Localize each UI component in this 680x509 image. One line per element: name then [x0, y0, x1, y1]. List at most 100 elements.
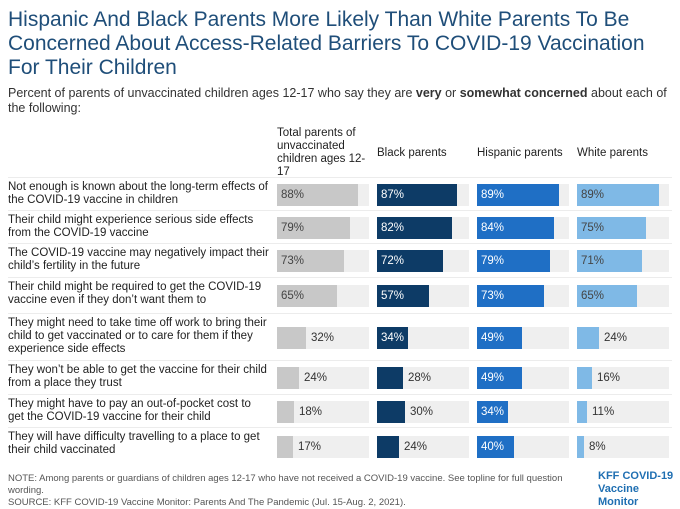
bar-track: 24%	[577, 327, 669, 349]
bar	[477, 217, 554, 239]
category-label: They won’t be able to get the vaccine fo…	[8, 364, 267, 389]
column-header-0: Total parents of unvaccinated children a…	[277, 127, 366, 178]
data-label: 34%	[481, 406, 505, 418]
data-label: 24%	[604, 332, 628, 344]
row-separator	[8, 177, 672, 178]
row-separator	[8, 313, 672, 314]
category-label: They might have to pay an out-of-pocket …	[8, 398, 251, 423]
note-text: NOTE: Among parents or guardians of chil…	[8, 473, 563, 496]
bar-track: 79%	[277, 217, 369, 239]
data-label: 87%	[381, 189, 405, 201]
bar-track: 84%	[477, 217, 569, 239]
bar	[377, 217, 452, 239]
bar-track: 30%	[377, 401, 469, 423]
bar-track: 65%	[577, 285, 669, 307]
bar	[477, 184, 559, 206]
bar	[577, 327, 599, 349]
bar	[377, 327, 408, 349]
data-label: 71%	[581, 255, 605, 267]
bar	[277, 401, 294, 423]
data-label: 79%	[481, 255, 505, 267]
data-label: 72%	[381, 255, 405, 267]
column-header-3: White parents	[577, 147, 648, 159]
data-label: 49%	[481, 372, 505, 384]
bar-track: 34%	[377, 327, 469, 349]
chart-subtitle: Percent of parents of unvaccinated child…	[8, 86, 672, 116]
subtitle-bold-very: very	[415, 86, 442, 100]
data-label: 89%	[481, 189, 505, 201]
data-label: 65%	[581, 290, 605, 302]
data-label: 30%	[410, 406, 434, 418]
brand-line-1: KFF COVID-19	[598, 470, 674, 482]
bar-track: 82%	[377, 217, 469, 239]
row-separator	[8, 277, 672, 278]
footnote: NOTE: Among parents or guardians of chil…	[8, 473, 588, 509]
brand-line-2: Vaccine Monitor	[598, 483, 639, 508]
data-label: 11%	[592, 406, 615, 418]
bar	[377, 250, 443, 272]
bar	[277, 285, 337, 307]
bar-track: 89%	[577, 184, 669, 206]
bar	[577, 367, 592, 389]
bar-track: 24%	[277, 367, 369, 389]
data-label: 84%	[481, 222, 505, 234]
kff-logo: KFF COVID-19 Vaccine Monitor	[598, 470, 676, 509]
bar	[277, 184, 358, 206]
category-label: Their child might be required to get the…	[8, 281, 262, 306]
bar	[477, 401, 508, 423]
bar-track: 16%	[577, 367, 669, 389]
bar-track: 89%	[477, 184, 569, 206]
bar	[377, 401, 405, 423]
bar	[377, 184, 457, 206]
bar-track: 57%	[377, 285, 469, 307]
bar	[477, 436, 514, 458]
bar	[377, 367, 403, 389]
bar	[277, 217, 350, 239]
bar-track: 8%	[577, 436, 669, 458]
category-label: Not enough is known about the long-term …	[8, 181, 268, 206]
bar	[377, 436, 399, 458]
chart-title: Hispanic And Black Parents More Likely T…	[8, 8, 645, 79]
subtitle-text-2: or	[441, 86, 460, 100]
bar	[477, 285, 544, 307]
bar-track: 49%	[477, 367, 569, 389]
bar	[577, 250, 642, 272]
bar	[277, 436, 293, 458]
source-text: SOURCE: KFF COVID-19 Vaccine Monitor: Pa…	[8, 497, 406, 508]
row-separator	[8, 427, 672, 428]
category-label: They will have difficulty travelling to …	[8, 431, 260, 456]
data-label: 79%	[281, 222, 305, 234]
bar-track: 18%	[277, 401, 369, 423]
bar-track: 87%	[377, 184, 469, 206]
bar-track: 79%	[477, 250, 569, 272]
bar-track: 72%	[377, 250, 469, 272]
data-label: 40%	[481, 441, 505, 453]
bar-track: 11%	[577, 401, 669, 423]
category-label: They might need to take time off work to…	[8, 317, 267, 355]
bar-track: 71%	[577, 250, 669, 272]
bar-track: 17%	[277, 436, 369, 458]
subtitle-text-3: about each of the following:	[8, 86, 667, 115]
data-label: 82%	[381, 222, 405, 234]
data-label: 89%	[581, 189, 605, 201]
row-separator	[8, 360, 672, 361]
bar-track: 34%	[477, 401, 569, 423]
bar-track: 49%	[477, 327, 569, 349]
data-label: 17%	[298, 441, 322, 453]
data-label: 32%	[311, 332, 335, 344]
bar	[277, 250, 344, 272]
bar-track: 73%	[277, 250, 369, 272]
row-separator	[8, 243, 672, 244]
data-label: 8%	[589, 441, 606, 453]
bar	[577, 217, 646, 239]
bar-track: 88%	[277, 184, 369, 206]
bar-track: 40%	[477, 436, 569, 458]
data-label: 24%	[304, 372, 328, 384]
column-header-1: Black parents	[377, 147, 447, 159]
bar	[477, 250, 550, 272]
bar	[477, 327, 522, 349]
row-separator	[8, 394, 672, 395]
data-label: 28%	[408, 372, 432, 384]
bar	[477, 367, 522, 389]
data-label: 73%	[481, 290, 505, 302]
